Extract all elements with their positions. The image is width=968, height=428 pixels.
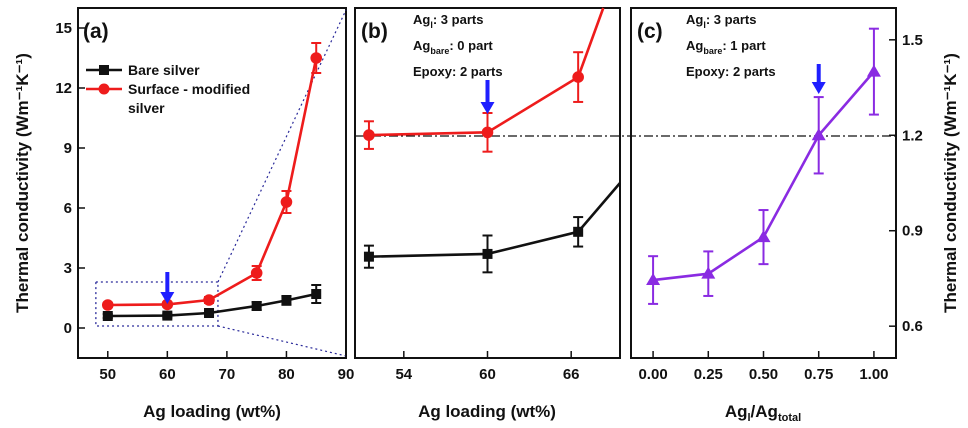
panel-b-arrow-head [480,102,495,114]
panel-c-ytick-label-1: 0.9 [902,223,923,240]
panel-c-ratio-point-1 [701,266,716,279]
legend-bare-marker [99,65,109,75]
panel-a-label: (a) [83,20,109,43]
panel-c-ytick-label-3: 1.5 [902,32,923,49]
panel-a-xtick-label-4: 90 [338,366,355,383]
panel-a-bare-point-3 [251,301,262,311]
panel-a-bare-point-2 [204,308,215,318]
panel-a-xtick-label-2: 70 [219,366,236,383]
panel-b-modified-point-0 [363,129,375,141]
panel-b-annotation-line2: Agbare: 0 part [413,38,493,56]
panel-c-label: (c) [637,20,663,43]
legend-modified-marker [98,83,110,95]
panel-a-ytick-label-2: 6 [64,200,72,217]
panel-b-xtick-label-1: 60 [479,366,496,383]
panel-c-ratio-point-2 [756,230,771,243]
panel-a-frame [77,7,347,359]
panel-a-modified-point-0 [101,299,114,311]
panel-c-ytick-label-0: 0.6 [902,318,923,335]
panel-c-xlabel: Agl/Agtotal [725,402,801,424]
panel-a-bare-point-4 [281,295,292,306]
panel-a-arrow-head [160,292,175,304]
panel-c-annotation-line2: Agbare: 1 part [686,38,766,56]
panel-a-modified-point-1 [161,298,174,311]
panel-a-modified-line [107,57,318,307]
panel-a-ytick-label-0: 0 [64,320,72,337]
panel-a-bare-point-1 [162,310,173,321]
panel-b-xtick-label-2: 66 [563,366,580,383]
legend-modified-label-2: silver [128,100,165,116]
panel-b-modified-point-1 [481,126,494,139]
legend: Bare silver Surface - modified silver [86,62,250,116]
panel-c-ytick-label-2: 1.2 [902,127,923,144]
panel-a-modified-point-2 [203,294,215,306]
zoom-lines [217,9,347,357]
panel-a-modified-point-3 [250,267,263,279]
panel-a-ytick-label-5: 15 [55,20,72,37]
panel-c-annotation-line1: Agl: 3 parts [686,12,756,30]
panel-c-ratio-point-0 [646,273,661,286]
panel-a-bare-point-0 [102,311,113,321]
panel-a-plot: 50 60 70 80 90 0 3 6 9 12 15 [55,20,354,383]
legend-modified-label: Surface - modified [128,81,250,97]
zoom-line-upper [217,9,347,283]
panel-b-label: (b) [361,20,388,43]
panel-c-ratio-point-4 [866,64,881,77]
panel-b-annotation-line1: Agl: 3 parts [413,12,483,30]
panel-b-frame [354,7,621,359]
panel-b-bare-line [368,182,621,258]
panel-c-xtick-label-2: 0.50 [749,366,778,383]
panel-a-bare-point-5 [311,289,322,299]
panel-a-modified-point-5 [310,52,323,64]
panel-b-xtick-label-0: 54 [395,366,412,383]
panel-c-frame [630,7,897,359]
panel-a-modified-point-4 [280,196,293,208]
panel-c-arrow-head [811,82,826,94]
panel-a-ytick-label-3: 9 [64,140,72,157]
panel-a-ytick-label-1: 3 [64,260,72,277]
panel-a-xtick-label-1: 60 [159,366,176,383]
panel-a-xlabel: Ag loading (wt%) [143,402,281,421]
panel-c-xtick-label-3: 0.75 [804,366,833,383]
panel-b-bare-point-0 [363,251,374,262]
panel-a-xtick-label-3: 80 [278,366,295,383]
panel-c-xtick-label-0: 0.00 [638,366,667,383]
panel-b-bare-point-2 [573,226,584,237]
panel-c-ratio-point-3 [811,128,826,141]
right-ylabel: Thermal conductivity (Wm⁻¹K⁻¹) [941,53,960,313]
zoom-line-lower [217,325,347,357]
panel-c-plot: 0.00 0.25 0.50 0.75 1.00 0.6 0.9 1.2 1.5 [638,27,923,383]
panel-c-annotation-line3: Epoxy: 2 parts [686,64,776,79]
panel-a-xtick-label-0: 50 [99,366,116,383]
panel-b-annotation-line3: Epoxy: 2 parts [413,64,503,79]
panel-b-modified-line [368,7,605,137]
legend-bare-label: Bare silver [128,62,200,78]
left-ylabel: Thermal conductivity (Wm⁻¹K⁻¹) [13,53,32,313]
panel-b-plot: 54 60 66 [355,7,896,383]
panel-b-modified-point-2 [572,71,584,83]
panel-b-bare-point-1 [482,248,493,259]
panel-a-ytick-label-4: 12 [55,80,72,97]
panel-c-xtick-label-4: 1.00 [859,366,888,383]
panel-a-zoom-box [95,281,219,327]
panel-b-xlabel: Ag loading (wt%) [418,402,556,421]
panel-c-xtick-label-1: 0.25 [694,366,723,383]
